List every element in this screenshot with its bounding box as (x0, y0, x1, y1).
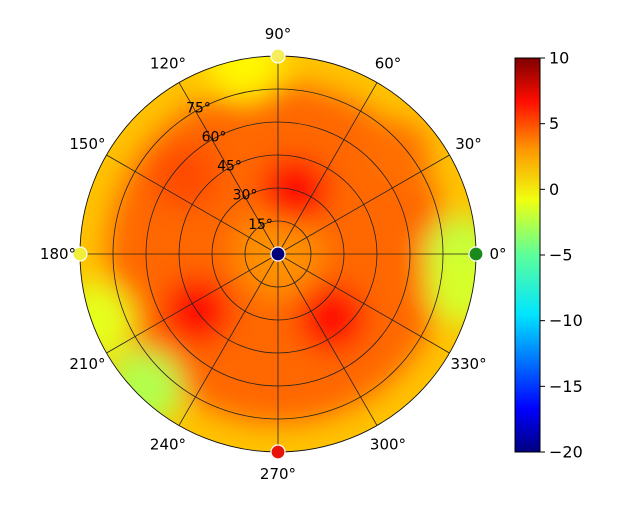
heat-cool-zone (80, 282, 135, 359)
radial-tick-labels: 15° 30° 45° 60° 75° (186, 100, 273, 233)
colorbar-ticks: 10 5 0 −5 −10 −15 −20 (540, 49, 583, 462)
marker-west (72, 246, 88, 262)
angle-tick-label: 240° (150, 436, 186, 454)
colorbar-tick-label: 10 (549, 49, 569, 68)
angle-tick-label: 90° (265, 25, 292, 43)
angular-grid-line (178, 82, 279, 255)
angular-grid-line (178, 253, 279, 426)
colorbar-tick-label: −15 (549, 377, 583, 396)
angle-tick-label: 180° (40, 245, 76, 263)
colorbar-tick-label: −20 (549, 443, 583, 462)
angle-tick-label: 270° (260, 465, 296, 483)
angular-grid-line (277, 253, 450, 354)
angle-tick-labels: 0° 30° 60° 90° 120° 150° 180° 210° 240° 270° 300° 3… (40, 25, 507, 483)
angle-tick-label: 300° (370, 436, 406, 454)
marker-south (270, 444, 286, 460)
heat-cool-zone (426, 248, 476, 325)
heat-hotspot (361, 121, 430, 190)
angle-tick-label: 0° (489, 245, 506, 263)
colorbar-tick-label: 5 (549, 114, 559, 133)
colorbar-tick-label: 0 (549, 180, 559, 199)
angular-grid-line (277, 253, 378, 426)
angle-tick-label: 150° (69, 135, 105, 153)
heat-cool-zone (106, 349, 183, 426)
colorbar-tick-label: −5 (549, 246, 573, 265)
radial-tick-label: 30° (233, 188, 258, 204)
heat-hotspot (297, 284, 366, 353)
heat-hotspot (151, 142, 220, 211)
heat-cool-zone (206, 56, 283, 102)
colorbar-gradient (514, 57, 541, 453)
angular-grid-line (106, 253, 279, 354)
colorbar-tick-label: −10 (549, 311, 583, 330)
radial-tick-label: 45° (217, 159, 242, 175)
radial-tick-label: 75° (186, 100, 211, 116)
angular-grid-line (277, 82, 378, 255)
edge-markers (72, 48, 484, 460)
angular-grid-line (277, 154, 450, 255)
marker-north (270, 48, 286, 64)
angular-grid-line (106, 154, 279, 255)
angle-tick-label: 210° (69, 355, 105, 373)
colorbar: 10 5 0 −5 −10 −15 −20 (514, 49, 583, 462)
angle-tick-label: 120° (150, 54, 186, 72)
angle-tick-label: 30° (455, 135, 482, 153)
radial-tick-label: 15° (248, 217, 273, 233)
marker-center (270, 246, 286, 262)
angle-tick-label: 60° (375, 54, 402, 72)
angle-tick-label: 330° (450, 355, 486, 373)
radial-tick-label: 60° (202, 129, 227, 145)
marker-east (468, 246, 484, 262)
